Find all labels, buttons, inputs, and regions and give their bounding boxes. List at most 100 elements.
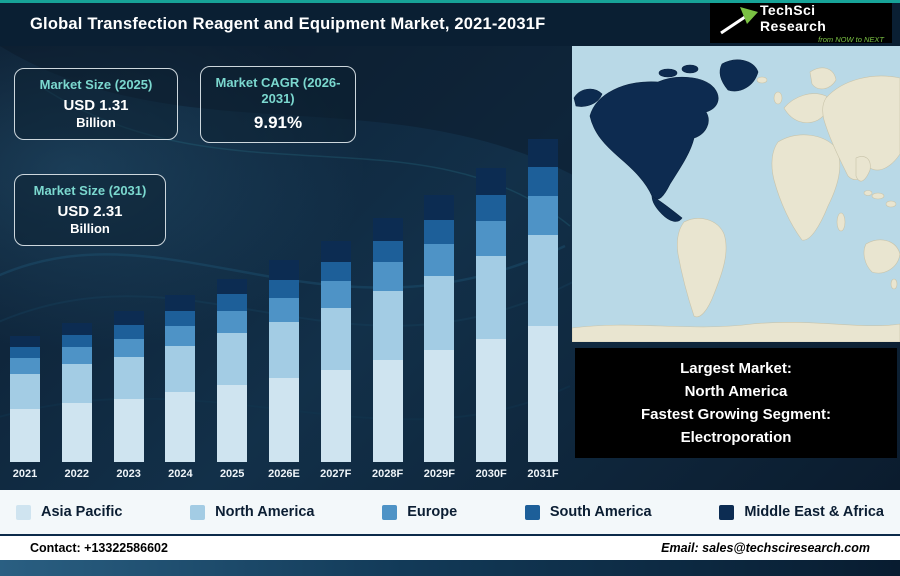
bar-segment [527,166,558,197]
bar-segment [165,295,196,311]
x-axis-label: 2030F [475,468,507,480]
map-region-antarctica [572,321,900,342]
bar-segment [527,196,558,236]
legend-swatch [382,504,398,520]
x-axis-label: 2023 [116,468,141,480]
bar-segment [476,168,507,195]
bar-2029F [422,194,456,462]
legend: Asia Pacific North America Europe South Ame… [0,490,900,534]
info-line: North America [684,382,788,400]
bar-2031F [526,138,560,462]
map-region-south-america [676,218,727,318]
bar-segment [424,275,455,350]
bar-segment [217,333,248,385]
card-label: Market Size (2031) [33,183,147,198]
legend-label: South America [549,504,652,520]
bar-segment [113,324,144,339]
stacked-bar-chart: 2021 2022 2023 2024 2025 2026E 2027F 2028F 2029F… [8,132,560,480]
bottom-accent-bar [0,560,900,576]
bar-segment [527,235,558,327]
legend-swatch [190,504,206,520]
bar-segment [217,278,248,295]
bar-segment [424,243,455,276]
bar-2025 [215,278,249,462]
info-line: Electroporation [680,429,792,447]
card-value: USD 2.31 [57,203,123,221]
bar-segment [476,221,507,257]
contact-phone: Contact: +13322586602 [30,541,168,555]
bar-segment [10,373,40,409]
legend-item: Europe [382,504,457,520]
legend-item: Middle East & Africa [719,504,884,520]
x-axis-label: 2029F [423,468,455,480]
bar-segment [268,260,299,281]
bar-2021 [8,336,42,462]
bar-segment [424,194,455,220]
legend-swatch [719,504,735,520]
bar-segment [268,298,299,322]
market-highlights-box: Largest Market: North America Fastest Grow… [575,348,897,458]
x-axis-label: 2024 [168,468,193,480]
map-region-australia [863,239,900,274]
bar-2023 [112,310,146,462]
bar-segment [61,334,92,348]
legend-item: Asia Pacific [16,504,122,520]
bar-segment [372,240,403,262]
legend-swatch [16,504,31,520]
market-cagr-card: Market CAGR (2026-2031) 9.91% [200,66,356,143]
x-axis-labels: 2021 2022 2023 2024 2025 2026E 2027F 2028F 2029F… [8,468,560,480]
x-axis-label: 2021 [12,468,38,480]
bar-segment [268,280,299,299]
bar-segment [165,310,196,327]
logo-brand: TechSci Research [760,2,827,34]
bar-segment [372,291,403,360]
legend-label: Middle East & Africa [744,504,884,520]
bar-segment [476,256,507,339]
market-size-2025-card: Market Size (2025) USD 1.31 Billion [14,68,178,141]
legend-item: North America [190,504,315,520]
bar-segment [10,347,40,359]
bar-chart [8,132,560,462]
legend-swatch [524,504,540,520]
bar-segment [372,359,403,462]
bar-segment [320,369,351,462]
bar-segment [113,399,144,462]
page-title: Global Transfection Reagent and Equipmen… [30,15,546,33]
x-axis-label: 2022 [64,468,90,480]
bar-segment [372,218,403,241]
legend-item: South America [524,504,652,520]
bar-segment [424,350,455,462]
bar-segment [268,378,299,462]
card-label: Market CAGR (2026-2031) [215,75,341,107]
bar-segment [320,261,351,282]
logo-tagline: from NOW to NEXT [818,35,884,44]
bar-segment [113,338,144,357]
x-axis-label: 2026E [268,468,300,480]
bar-segment [372,261,403,292]
legend-label: North America [215,504,315,520]
bar-segment [61,403,92,462]
map-region-africa [771,134,840,241]
main-visual-area: Market Size (2025) USD 1.31 Billion Mark… [0,46,900,490]
techsci-logo: TechSci Research from NOW to NEXT [710,2,892,44]
world-map [572,46,900,342]
bar-2028F [371,218,405,462]
bar-segment [476,338,507,462]
card-unit: Billion [70,221,110,237]
bar-2027F [319,240,353,462]
info-line: Fastest Growing Segment: [640,406,832,423]
bar-segment [61,347,92,365]
bar-segment [165,392,196,462]
bar-segment [113,310,144,325]
card-value: USD 1.31 [63,97,129,115]
bar-segment [10,336,40,348]
bar-segment [476,194,507,222]
bar-segment [527,326,558,462]
card-label: Market Size (2025) [39,77,153,92]
bar-segment [217,294,248,311]
bar-segment [217,385,248,462]
contact-email: Email: sales@techsciresearch.com [661,541,870,555]
bar-2024 [163,295,197,462]
bar-segment [320,281,351,309]
bar-segment [320,240,351,262]
